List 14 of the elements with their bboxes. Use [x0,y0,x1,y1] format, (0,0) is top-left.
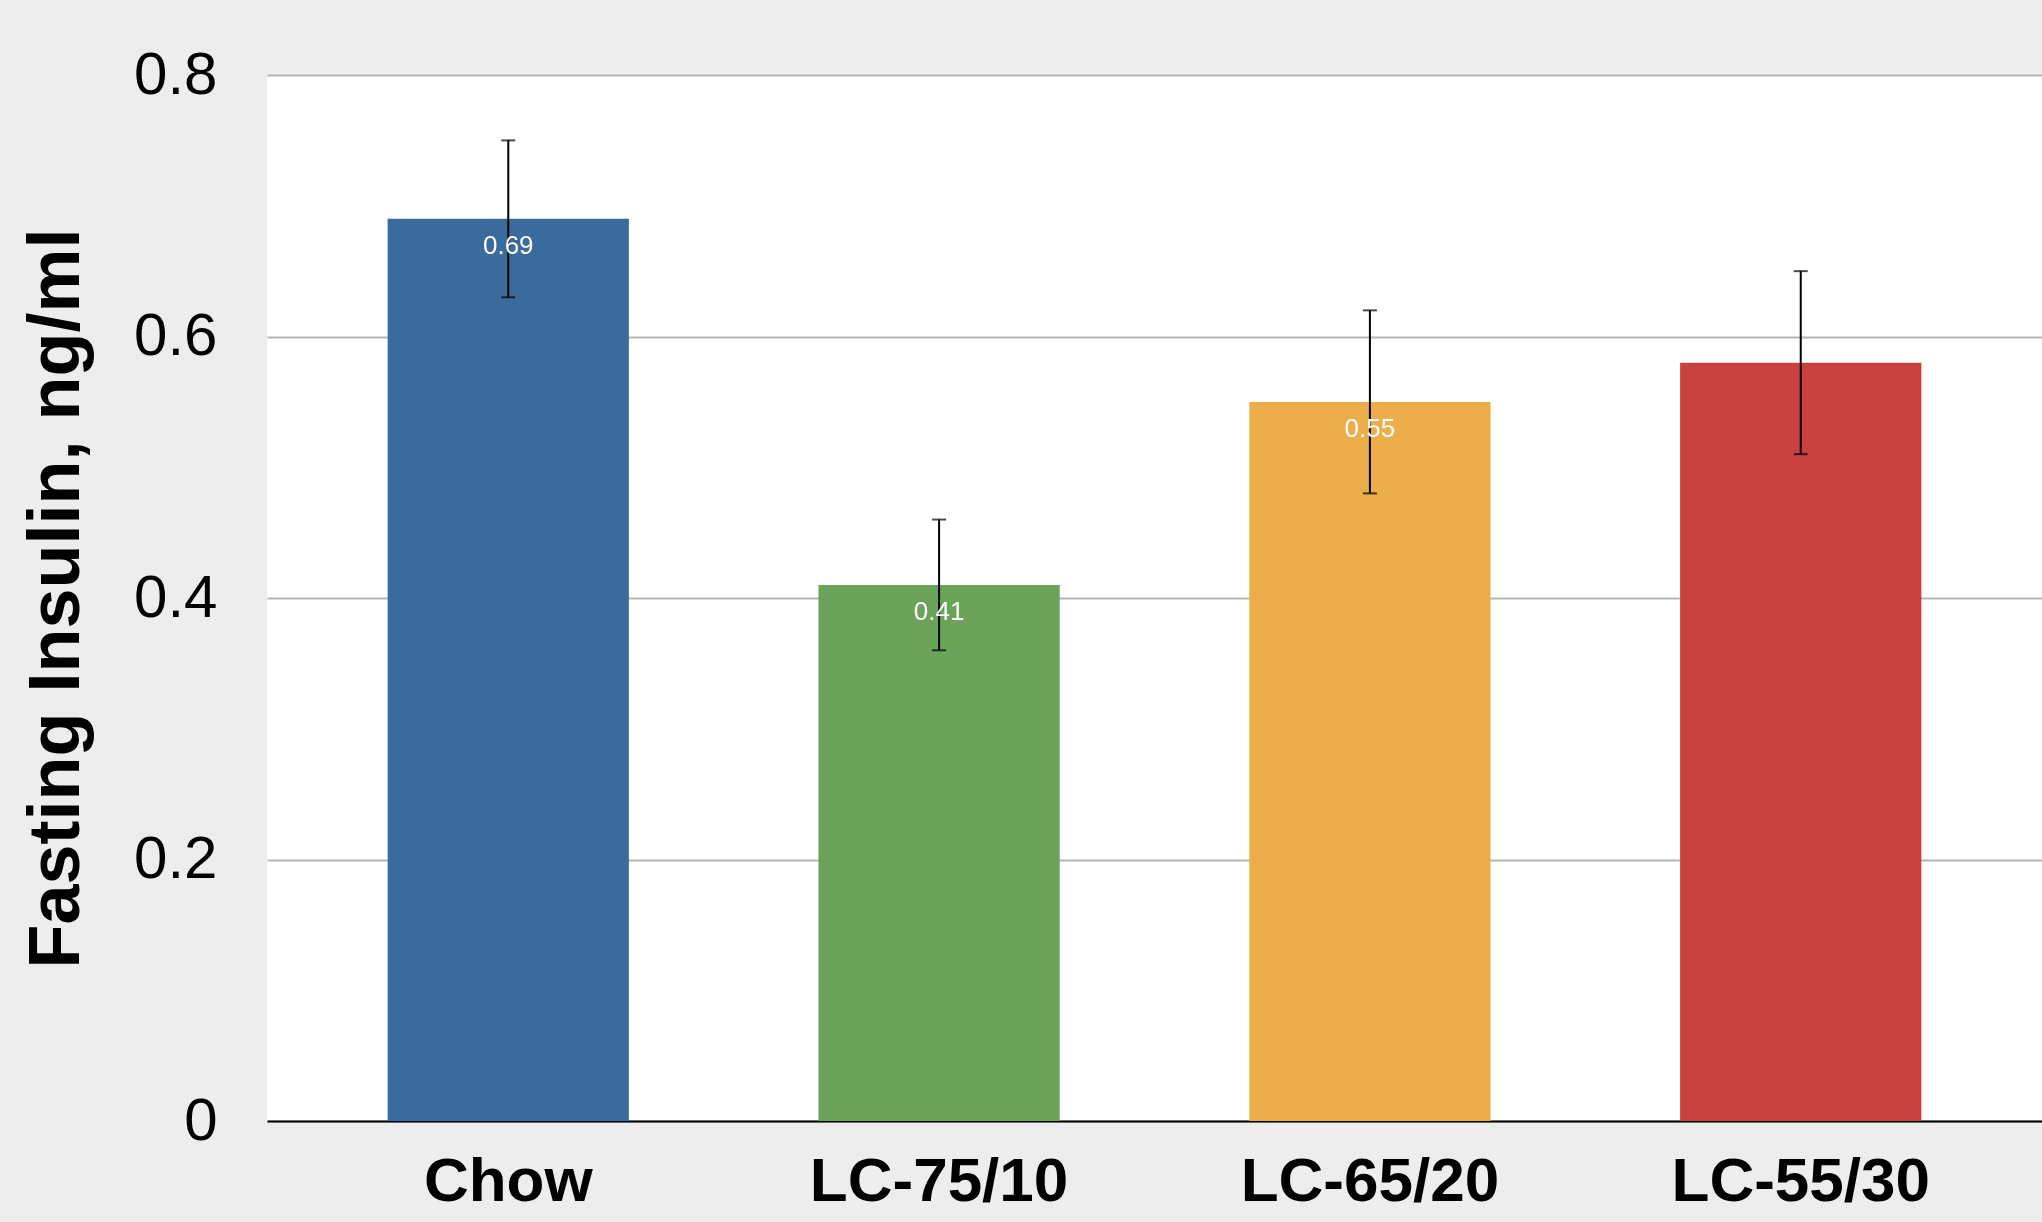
y-tick-label: 0 [184,1085,218,1153]
y-tick-label: 0.8 [134,39,218,107]
y-tick-label: 0.4 [134,562,218,630]
x-tick-label: Chow [423,1144,594,1214]
bar [387,218,629,1121]
y-axis-title: Fasting Insulin, ng/ml [14,228,95,969]
x-tick-label: LC-75/10 [809,1144,1069,1214]
y-tick-label: 0.6 [134,301,218,368]
x-tick-label: LC-55/30 [1671,1144,1930,1214]
y-tick-label: 0.2 [134,824,218,891]
x-tick-label: LC-65/20 [1240,1144,1500,1214]
bar [1249,401,1491,1121]
bar [818,584,1060,1121]
bar [1680,362,1922,1121]
